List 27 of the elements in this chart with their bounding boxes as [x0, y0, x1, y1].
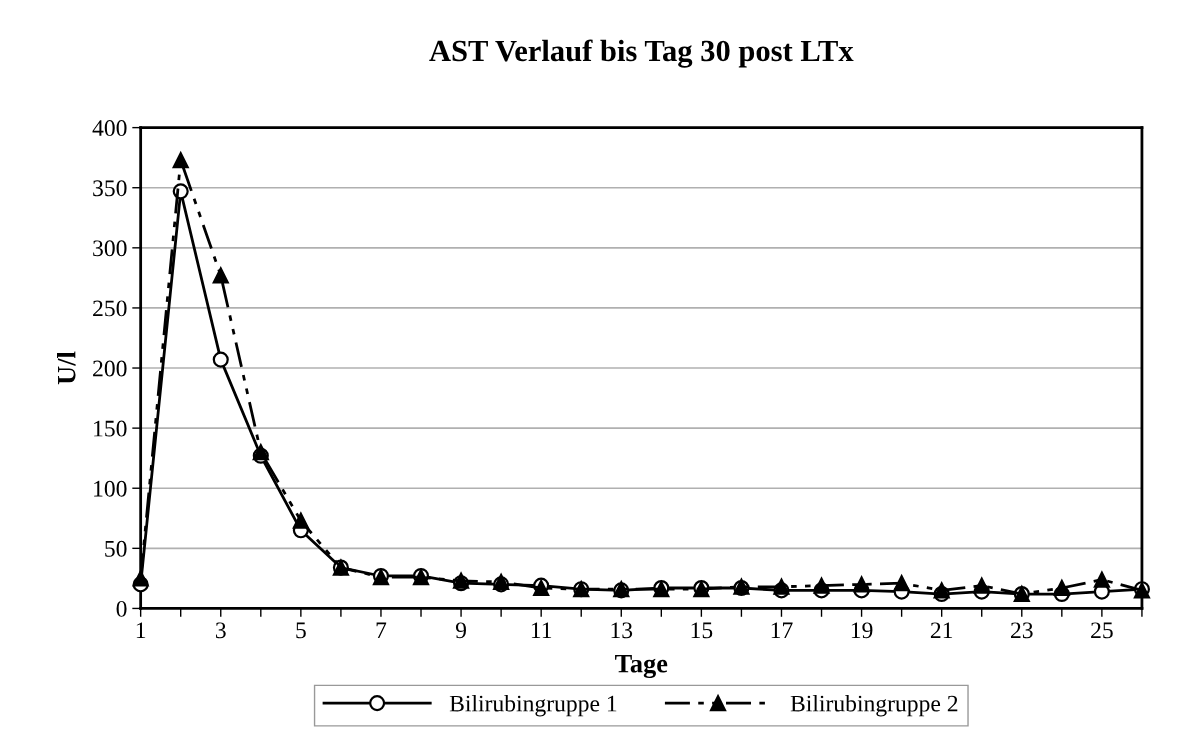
- y-axis-title: U/l: [57, 351, 76, 385]
- x-axis-title: Tage: [615, 654, 668, 679]
- x-tick-label: 9: [455, 622, 466, 639]
- x-tick-label: 3: [215, 622, 226, 639]
- y-tick-label: 250: [93, 300, 127, 317]
- legend-label: Bilirubingruppe 2: [790, 694, 958, 717]
- y-tick-label: 50: [105, 540, 127, 557]
- x-tick-label: 17: [771, 622, 793, 639]
- x-tick-label: 15: [691, 622, 713, 639]
- x-tick-label: 13: [611, 622, 633, 639]
- y-tick-label: 200: [93, 360, 127, 377]
- y-tick-label: 150: [94, 420, 127, 437]
- x-tick-label: 1: [136, 622, 146, 639]
- y-tick-label: 100: [94, 480, 127, 497]
- x-tick-label: 5: [296, 622, 306, 639]
- x-tick-label: 23: [1011, 622, 1033, 639]
- x-tick-label: 21: [930, 622, 953, 639]
- legend-label: Bilirubingruppe 1: [449, 694, 617, 717]
- y-tick-label: 300: [93, 240, 127, 257]
- chart-title: AST Verlauf bis Tag 30 post LTx: [429, 39, 854, 68]
- x-tick-label: 19: [851, 622, 873, 639]
- y-tick-label: 350: [93, 180, 127, 197]
- x-tick-label: 7: [376, 622, 387, 639]
- x-tick-label: 25: [1091, 622, 1113, 639]
- y-tick-label: 400: [92, 120, 127, 137]
- y-tick-label: 0: [116, 600, 127, 617]
- x-tick-label: 11: [531, 622, 552, 639]
